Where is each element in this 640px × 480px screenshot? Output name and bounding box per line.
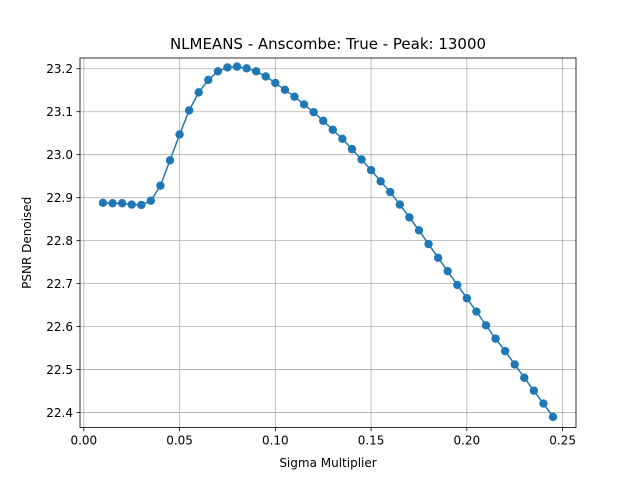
data-series bbox=[98, 62, 558, 422]
data-point bbox=[299, 100, 309, 109]
data-point bbox=[462, 294, 472, 303]
data-point bbox=[290, 92, 299, 101]
data-point bbox=[357, 155, 366, 164]
x-tick-label: 0.05 bbox=[166, 434, 193, 448]
data-point bbox=[271, 78, 280, 88]
data-point bbox=[156, 181, 165, 190]
x-tick-label: 0.20 bbox=[453, 434, 480, 448]
data-point bbox=[117, 199, 127, 208]
data-point bbox=[386, 187, 395, 197]
y-tick-label: 23.0 bbox=[46, 148, 73, 162]
y-tick-label: 22.9 bbox=[46, 191, 73, 205]
data-point bbox=[280, 85, 290, 95]
y-tick-label: 23.1 bbox=[46, 105, 73, 119]
grid bbox=[80, 58, 576, 428]
y-tick-label: 23.2 bbox=[46, 62, 73, 76]
data-point bbox=[146, 196, 156, 205]
data-point bbox=[510, 360, 519, 369]
data-point bbox=[376, 177, 385, 186]
data-point bbox=[472, 307, 481, 316]
x-tick-label: 0.15 bbox=[358, 434, 385, 448]
data-point bbox=[175, 130, 184, 139]
data-point bbox=[405, 213, 414, 222]
data-point bbox=[529, 386, 539, 395]
data-point bbox=[520, 373, 529, 382]
y-axis-label: PSNR Denoised bbox=[20, 197, 34, 289]
y-tick-label: 22.5 bbox=[46, 363, 73, 377]
data-point bbox=[261, 72, 270, 81]
data-point bbox=[127, 200, 136, 209]
data-point bbox=[366, 165, 376, 175]
data-point bbox=[165, 156, 175, 165]
data-point bbox=[184, 106, 194, 115]
data-point bbox=[481, 321, 491, 330]
y-tick-label: 22.4 bbox=[46, 406, 73, 420]
x-tick-label: 0.00 bbox=[70, 434, 97, 448]
data-point bbox=[232, 62, 242, 71]
y-tick-label: 22.8 bbox=[46, 234, 73, 248]
data-point bbox=[108, 199, 117, 208]
x-tick-label: 0.25 bbox=[549, 434, 576, 448]
y-tick-label: 22.7 bbox=[46, 277, 73, 291]
data-point bbox=[204, 75, 213, 85]
data-point bbox=[137, 200, 146, 210]
data-point bbox=[491, 334, 500, 343]
data-point bbox=[328, 125, 337, 134]
data-point bbox=[194, 88, 203, 97]
data-point bbox=[223, 63, 232, 72]
data-point bbox=[213, 67, 223, 76]
data-point bbox=[453, 280, 462, 290]
data-point bbox=[319, 116, 328, 125]
data-point bbox=[443, 266, 452, 276]
data-point bbox=[433, 253, 443, 263]
data-point bbox=[251, 67, 261, 76]
axis-ticks: 0.00 0.05 0.10 0.15 0.20 0.25 22.4 22.5 22.6 22.7… bbox=[46, 62, 576, 448]
plot-frame bbox=[79, 57, 577, 429]
chart-title: NLMEANS - Anscombe: True - Peak: 13000 bbox=[170, 35, 486, 53]
data-point bbox=[500, 346, 510, 356]
data-point bbox=[539, 399, 548, 408]
y-tick-label: 22.6 bbox=[46, 320, 73, 334]
data-point bbox=[242, 64, 251, 73]
data-point bbox=[548, 412, 558, 422]
x-axis-label: Sigma Multiplier bbox=[279, 456, 376, 470]
data-point bbox=[414, 226, 424, 235]
data-point bbox=[98, 198, 108, 208]
data-point bbox=[424, 239, 433, 249]
data-point bbox=[395, 200, 405, 209]
data-point bbox=[309, 107, 318, 117]
data-point bbox=[347, 144, 357, 154]
x-tick-label: 0.10 bbox=[262, 434, 289, 448]
data-point bbox=[338, 134, 347, 143]
